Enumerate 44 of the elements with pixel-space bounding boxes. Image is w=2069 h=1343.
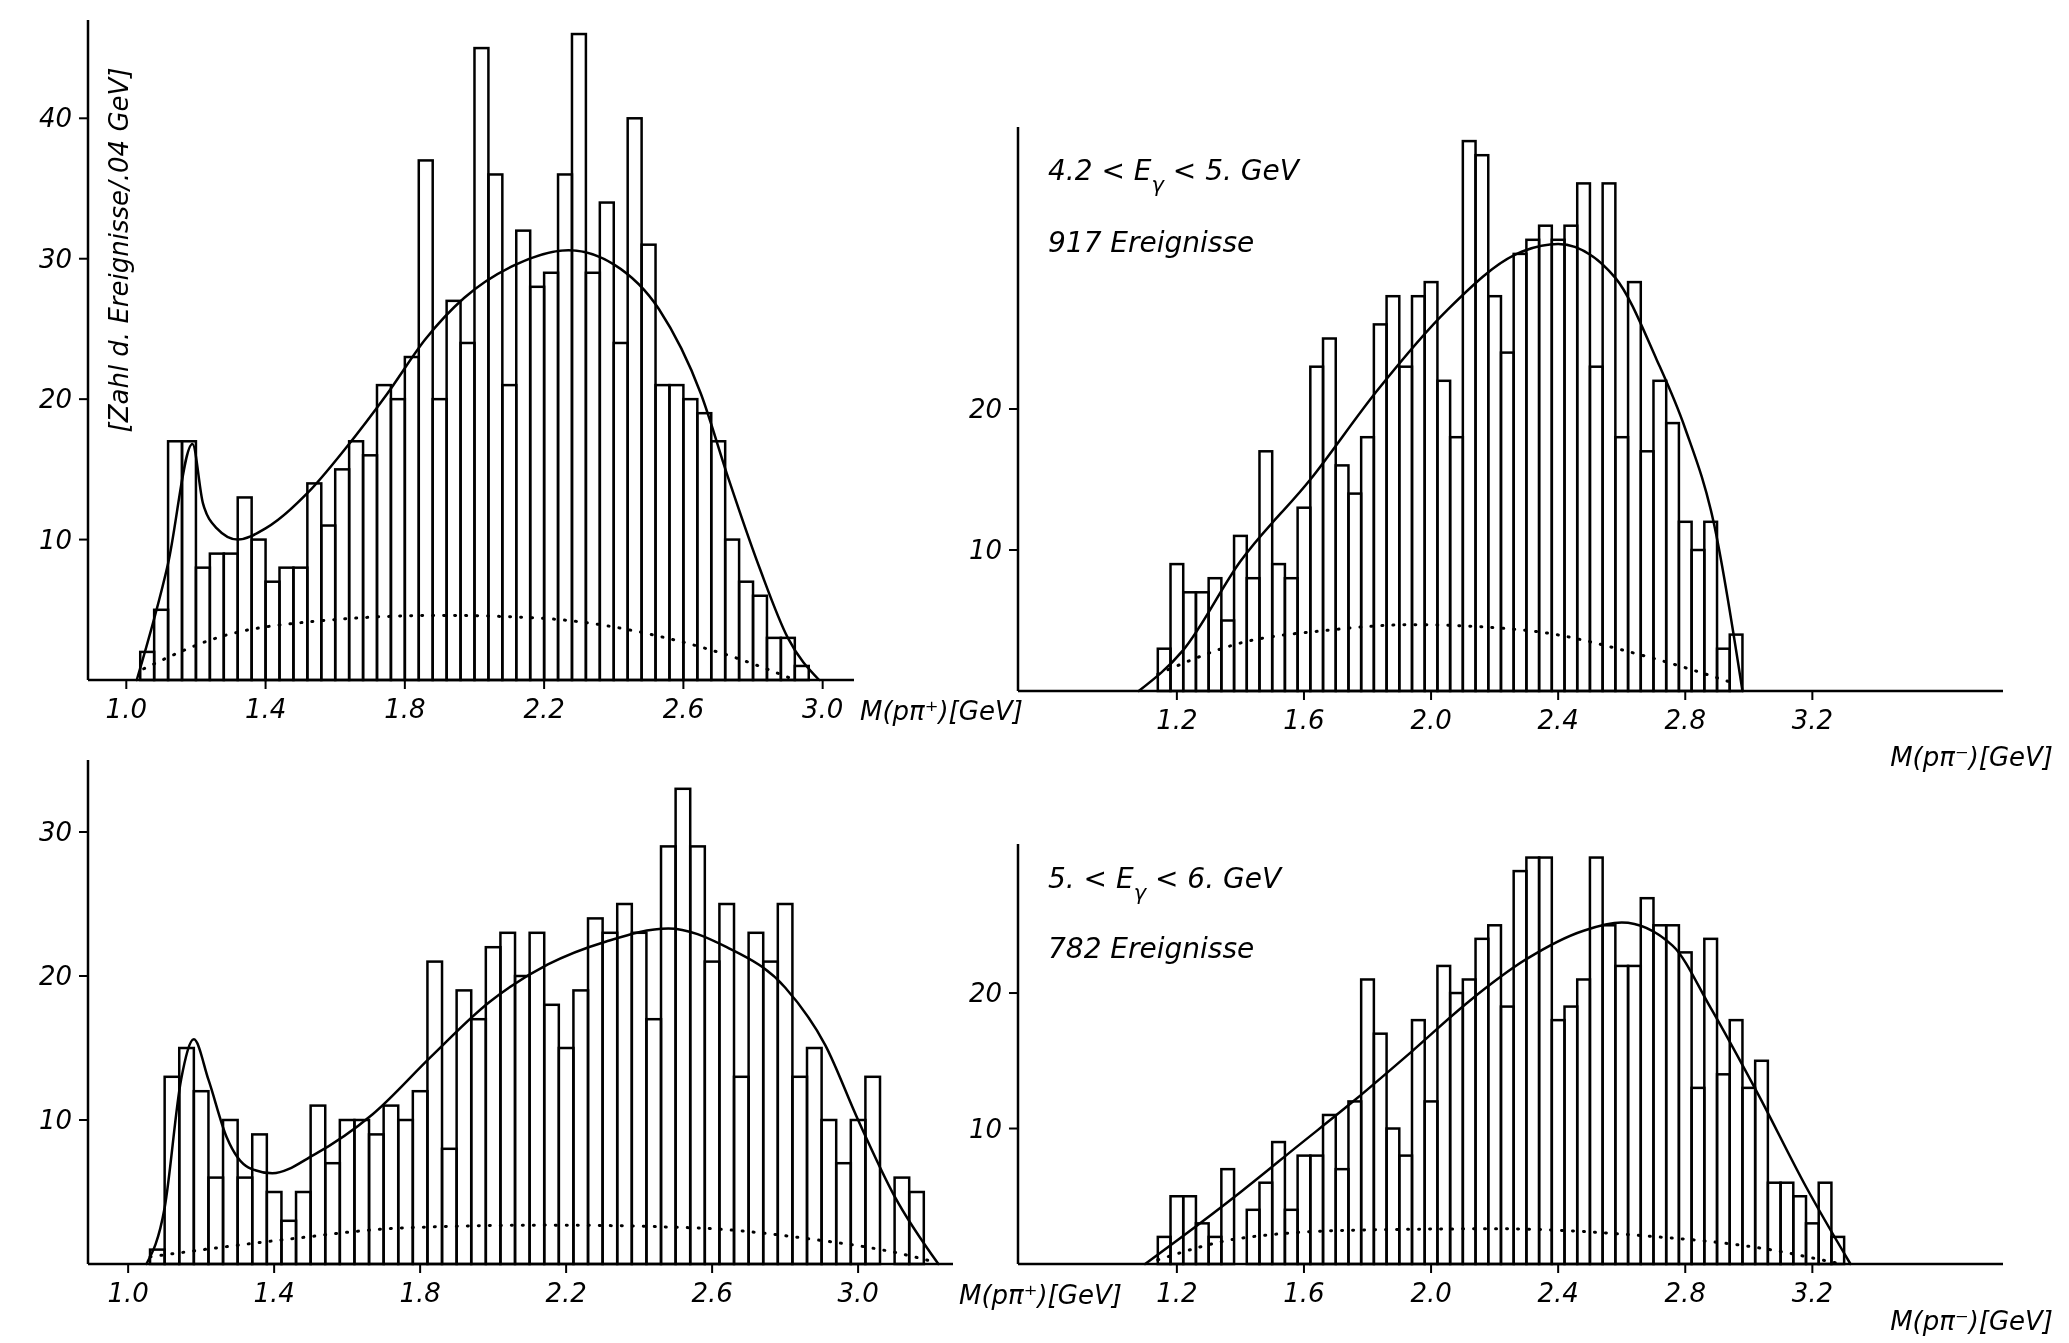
x-tick-label: 1.2 xyxy=(1156,705,1198,735)
x-tick-label: 2.4 xyxy=(1537,1278,1579,1308)
x-tick-label: 1.8 xyxy=(384,694,426,724)
y-tick-label: 30 xyxy=(38,817,72,847)
x-tick-label: 3.2 xyxy=(1791,705,1834,735)
y-tick-label: 40 xyxy=(38,103,72,134)
y-tick-label: 10 xyxy=(968,1113,1002,1144)
x-tick-label: 3.0 xyxy=(837,1278,879,1308)
x-tick-label: 3.2 xyxy=(1791,1278,1834,1308)
y-tick-label: 20 xyxy=(968,978,1002,1009)
y-tick-label: 10 xyxy=(38,524,72,555)
x-axis-title: M(pπ⁻)[GeV] xyxy=(1890,742,2053,772)
y-tick-label: 20 xyxy=(38,961,72,991)
x-tick-label: 1.2 xyxy=(1156,1278,1198,1308)
x-tick-label: 2.4 xyxy=(1537,705,1579,735)
x-axis-title: M(pπ⁺)[GeV] xyxy=(959,1280,1122,1310)
x-tick-label: 3.0 xyxy=(801,694,844,724)
x-tick-label: 2.8 xyxy=(1664,1278,1706,1308)
x-axis-title: M(pπ⁻)[GeV] xyxy=(1890,1306,2053,1336)
x-tick-label: 1.0 xyxy=(105,694,147,724)
x-axis-title: M(pπ⁺)[GeV] xyxy=(860,696,1023,726)
text: 5. < E$_{γ}$ < 6. GeV xyxy=(1048,862,1283,905)
y-tick-label: 20 xyxy=(38,384,72,415)
x-tick-label: 2.8 xyxy=(1664,705,1706,735)
x-tick-label: 2.0 xyxy=(1410,1278,1452,1308)
text: 4.2 < E$_{γ}$ < 5. GeV xyxy=(1048,154,1301,197)
x-tick-label: 1.4 xyxy=(244,694,287,724)
x-tick-label: 2.0 xyxy=(1410,705,1452,735)
x-tick-label: 1.6 xyxy=(1283,705,1325,735)
x-tick-label: 2.6 xyxy=(662,694,705,724)
x-tick-label: 1.6 xyxy=(1283,1278,1325,1308)
y-tick-label: 10 xyxy=(38,1105,72,1135)
y-tick-label: 10 xyxy=(968,535,1002,565)
x-tick-label: 1.0 xyxy=(107,1278,149,1308)
text: 782 Ereignisse xyxy=(1048,932,1255,965)
text: 917 Ereignisse xyxy=(1048,226,1255,259)
x-tick-label: 1.8 xyxy=(399,1278,441,1308)
y-tick-label: 30 xyxy=(38,243,72,274)
x-tick-label: 1.4 xyxy=(253,1278,295,1308)
x-tick-label: 2.6 xyxy=(691,1278,733,1308)
x-tick-label: 2.2 xyxy=(545,1278,587,1308)
y-axis-title: [Zahl d. Ereignisse/.04 GeV] xyxy=(104,67,134,433)
y-tick-label: 20 xyxy=(968,394,1002,424)
x-tick-label: 2.2 xyxy=(523,694,565,724)
